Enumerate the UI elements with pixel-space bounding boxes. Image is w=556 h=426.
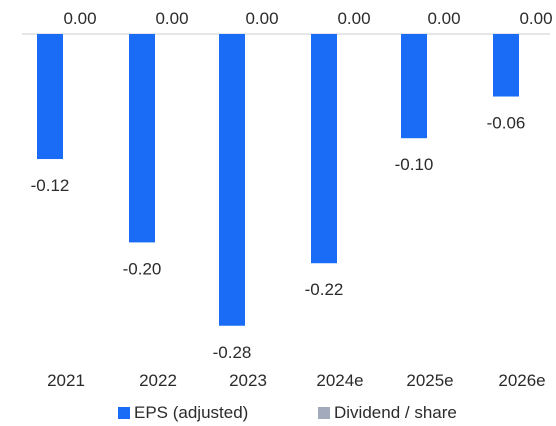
legend-item-eps: EPS (adjusted) (118, 403, 248, 423)
eps-value-label: -0.28 (213, 343, 252, 362)
x-tick-label: 2024e (316, 371, 363, 390)
eps-value-label: -0.20 (123, 259, 162, 278)
x-tick-label: 2021 (47, 371, 85, 390)
eps-bar (311, 34, 337, 264)
legend: EPS (adjusted) Dividend / share (0, 401, 556, 425)
eps-bar (37, 34, 63, 160)
dividend-value-label: 0.00 (427, 9, 460, 28)
eps-bar (129, 34, 155, 243)
dividend-value-label: 0.00 (337, 9, 370, 28)
x-axis-ticks: 2021 2022 2023 2024e 2025e 2026e (47, 371, 546, 390)
eps-value-label: -0.12 (31, 176, 70, 195)
legend-label-eps: EPS (adjusted) (134, 403, 249, 422)
value-labels-group: -0.12 -0.20 -0.28 -0.22 -0.10 -0.06 (31, 114, 526, 362)
x-tick-label: 2025e (406, 371, 453, 390)
legend-item-dividend: Dividend / share (318, 403, 457, 423)
dividend-value-label: 0.00 (155, 9, 188, 28)
dividend-value-label: 0.00 (63, 9, 96, 28)
dividend-value-label: 0.00 (245, 9, 278, 28)
eps-value-label: -0.10 (395, 155, 434, 174)
legend-swatch-eps (118, 407, 130, 419)
x-tick-label: 2022 (139, 371, 177, 390)
dividend-labels-group: 0.00 0.00 0.00 0.00 0.00 0.00 (63, 9, 552, 28)
chart-area: -0.12-0.20-0.28-0.22-0.10-0.06 0.00 0.00 0… (22, 9, 553, 390)
eps-value-label: -0.22 (305, 280, 344, 299)
eps-bar (493, 34, 519, 97)
eps-bar (401, 34, 427, 139)
legend-label-dividend: Dividend / share (334, 403, 457, 422)
dividend-value-label: 0.00 (519, 9, 552, 28)
eps-value-label: -0.06 (487, 114, 526, 133)
eps-bar (219, 34, 245, 326)
legend-swatch-dividend (318, 407, 330, 419)
x-tick-label: 2026e (498, 371, 545, 390)
bars-group (37, 34, 519, 326)
x-tick-label: 2023 (229, 371, 267, 390)
